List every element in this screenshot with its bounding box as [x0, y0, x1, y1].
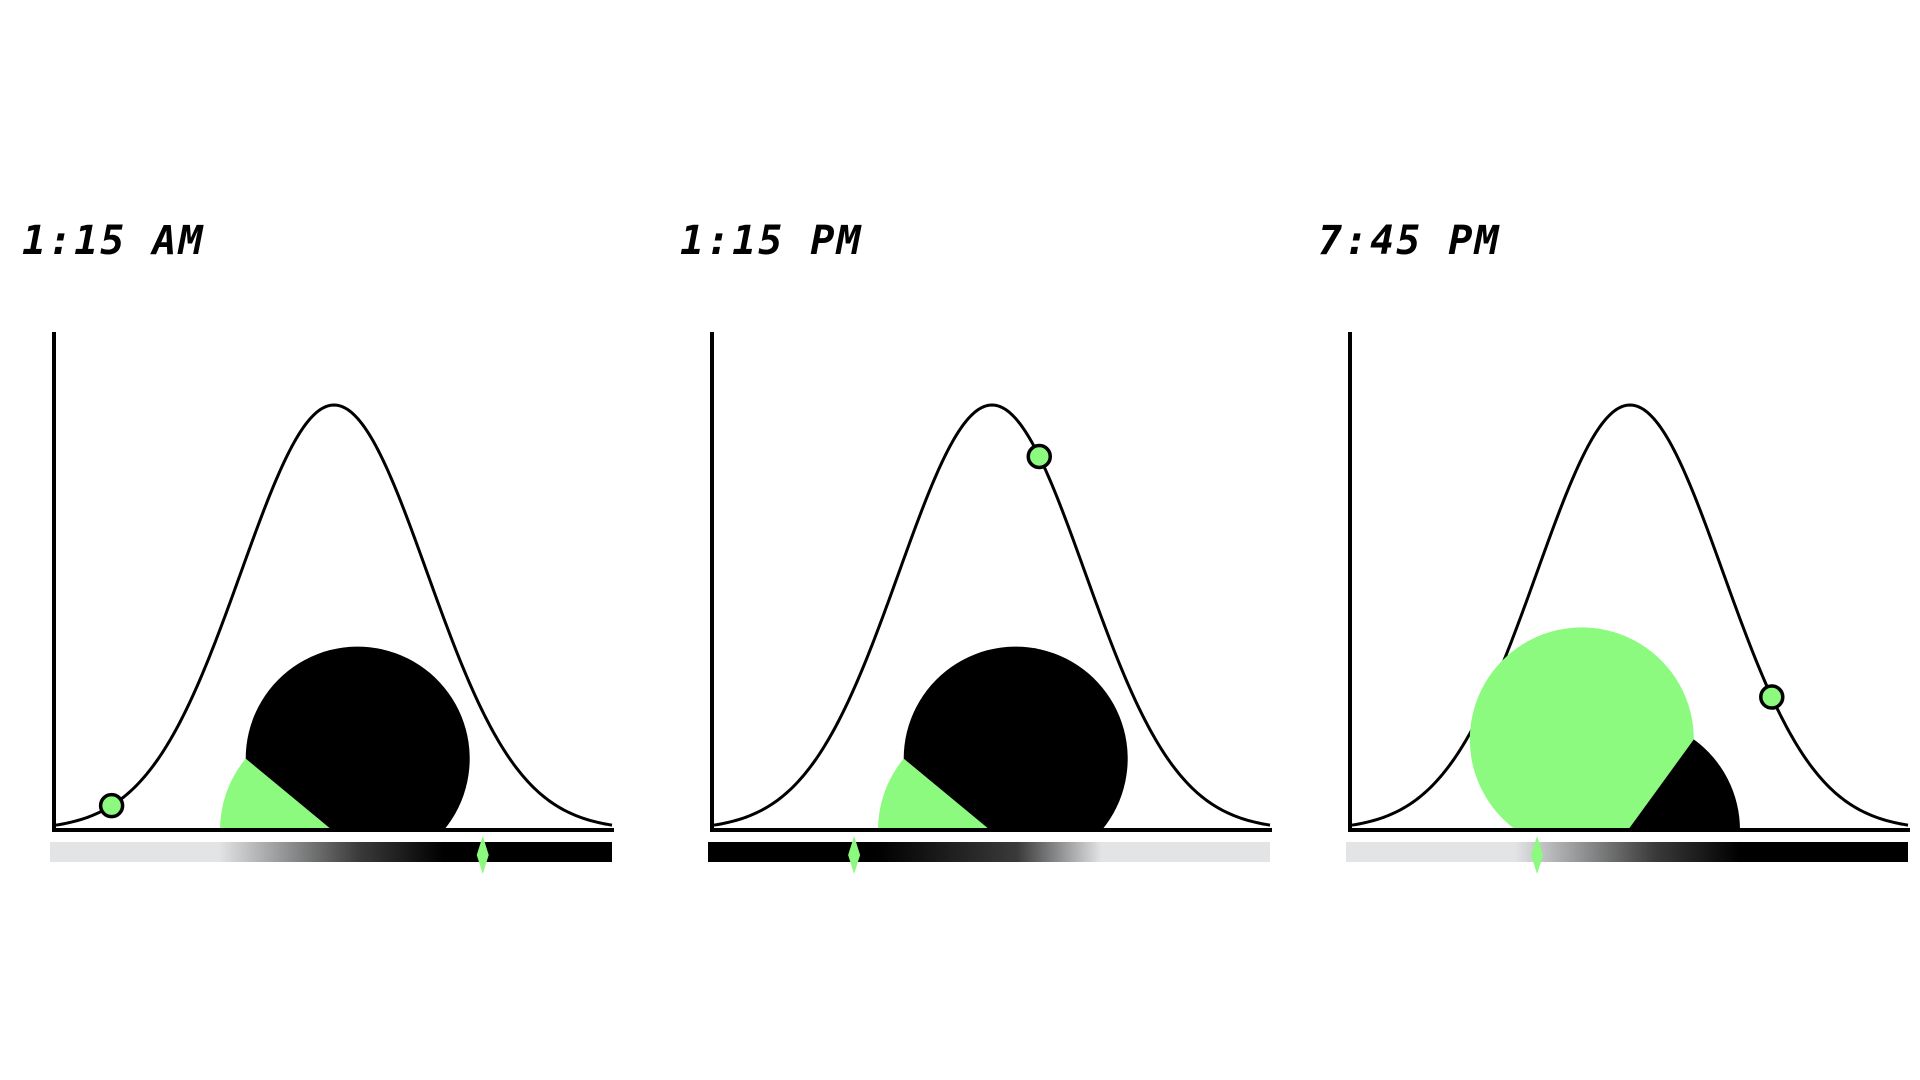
gradient-band	[1346, 842, 1908, 862]
panel-2: 1:15 PM	[680, 0, 1280, 1080]
gauge-black-segment	[903, 646, 1128, 830]
bell-curve	[55, 403, 613, 827]
gradient-marker-diamond	[848, 836, 861, 874]
panel-graphic	[708, 332, 1272, 874]
panel-graphic	[1346, 332, 1910, 874]
gauge-black-segment	[245, 646, 470, 830]
panel-1: 1:15 AM	[22, 0, 622, 1080]
panel-3: 7:45 PM	[1318, 0, 1918, 1080]
time-label: 7:45 PM	[1318, 218, 1501, 264]
panel-graphic	[50, 332, 614, 874]
gauge-green-segment	[878, 758, 990, 830]
curve-marker-dot	[98, 792, 125, 819]
gradient-band	[50, 842, 612, 862]
bell-curve	[1351, 403, 1909, 827]
bell-curve	[713, 403, 1271, 827]
curve-marker-dot	[1759, 684, 1785, 710]
gauge-green-segment	[219, 758, 332, 830]
gauge-black-segment	[1628, 739, 1740, 830]
gradient-marker-diamond	[476, 836, 489, 874]
curve-marker-dot	[1026, 443, 1053, 470]
gauge-green-segment	[1469, 627, 1694, 830]
gradient-band	[708, 842, 1270, 862]
time-label: 1:15 AM	[22, 218, 205, 264]
gradient-marker-diamond	[1531, 836, 1544, 874]
time-label: 1:15 PM	[680, 218, 863, 264]
